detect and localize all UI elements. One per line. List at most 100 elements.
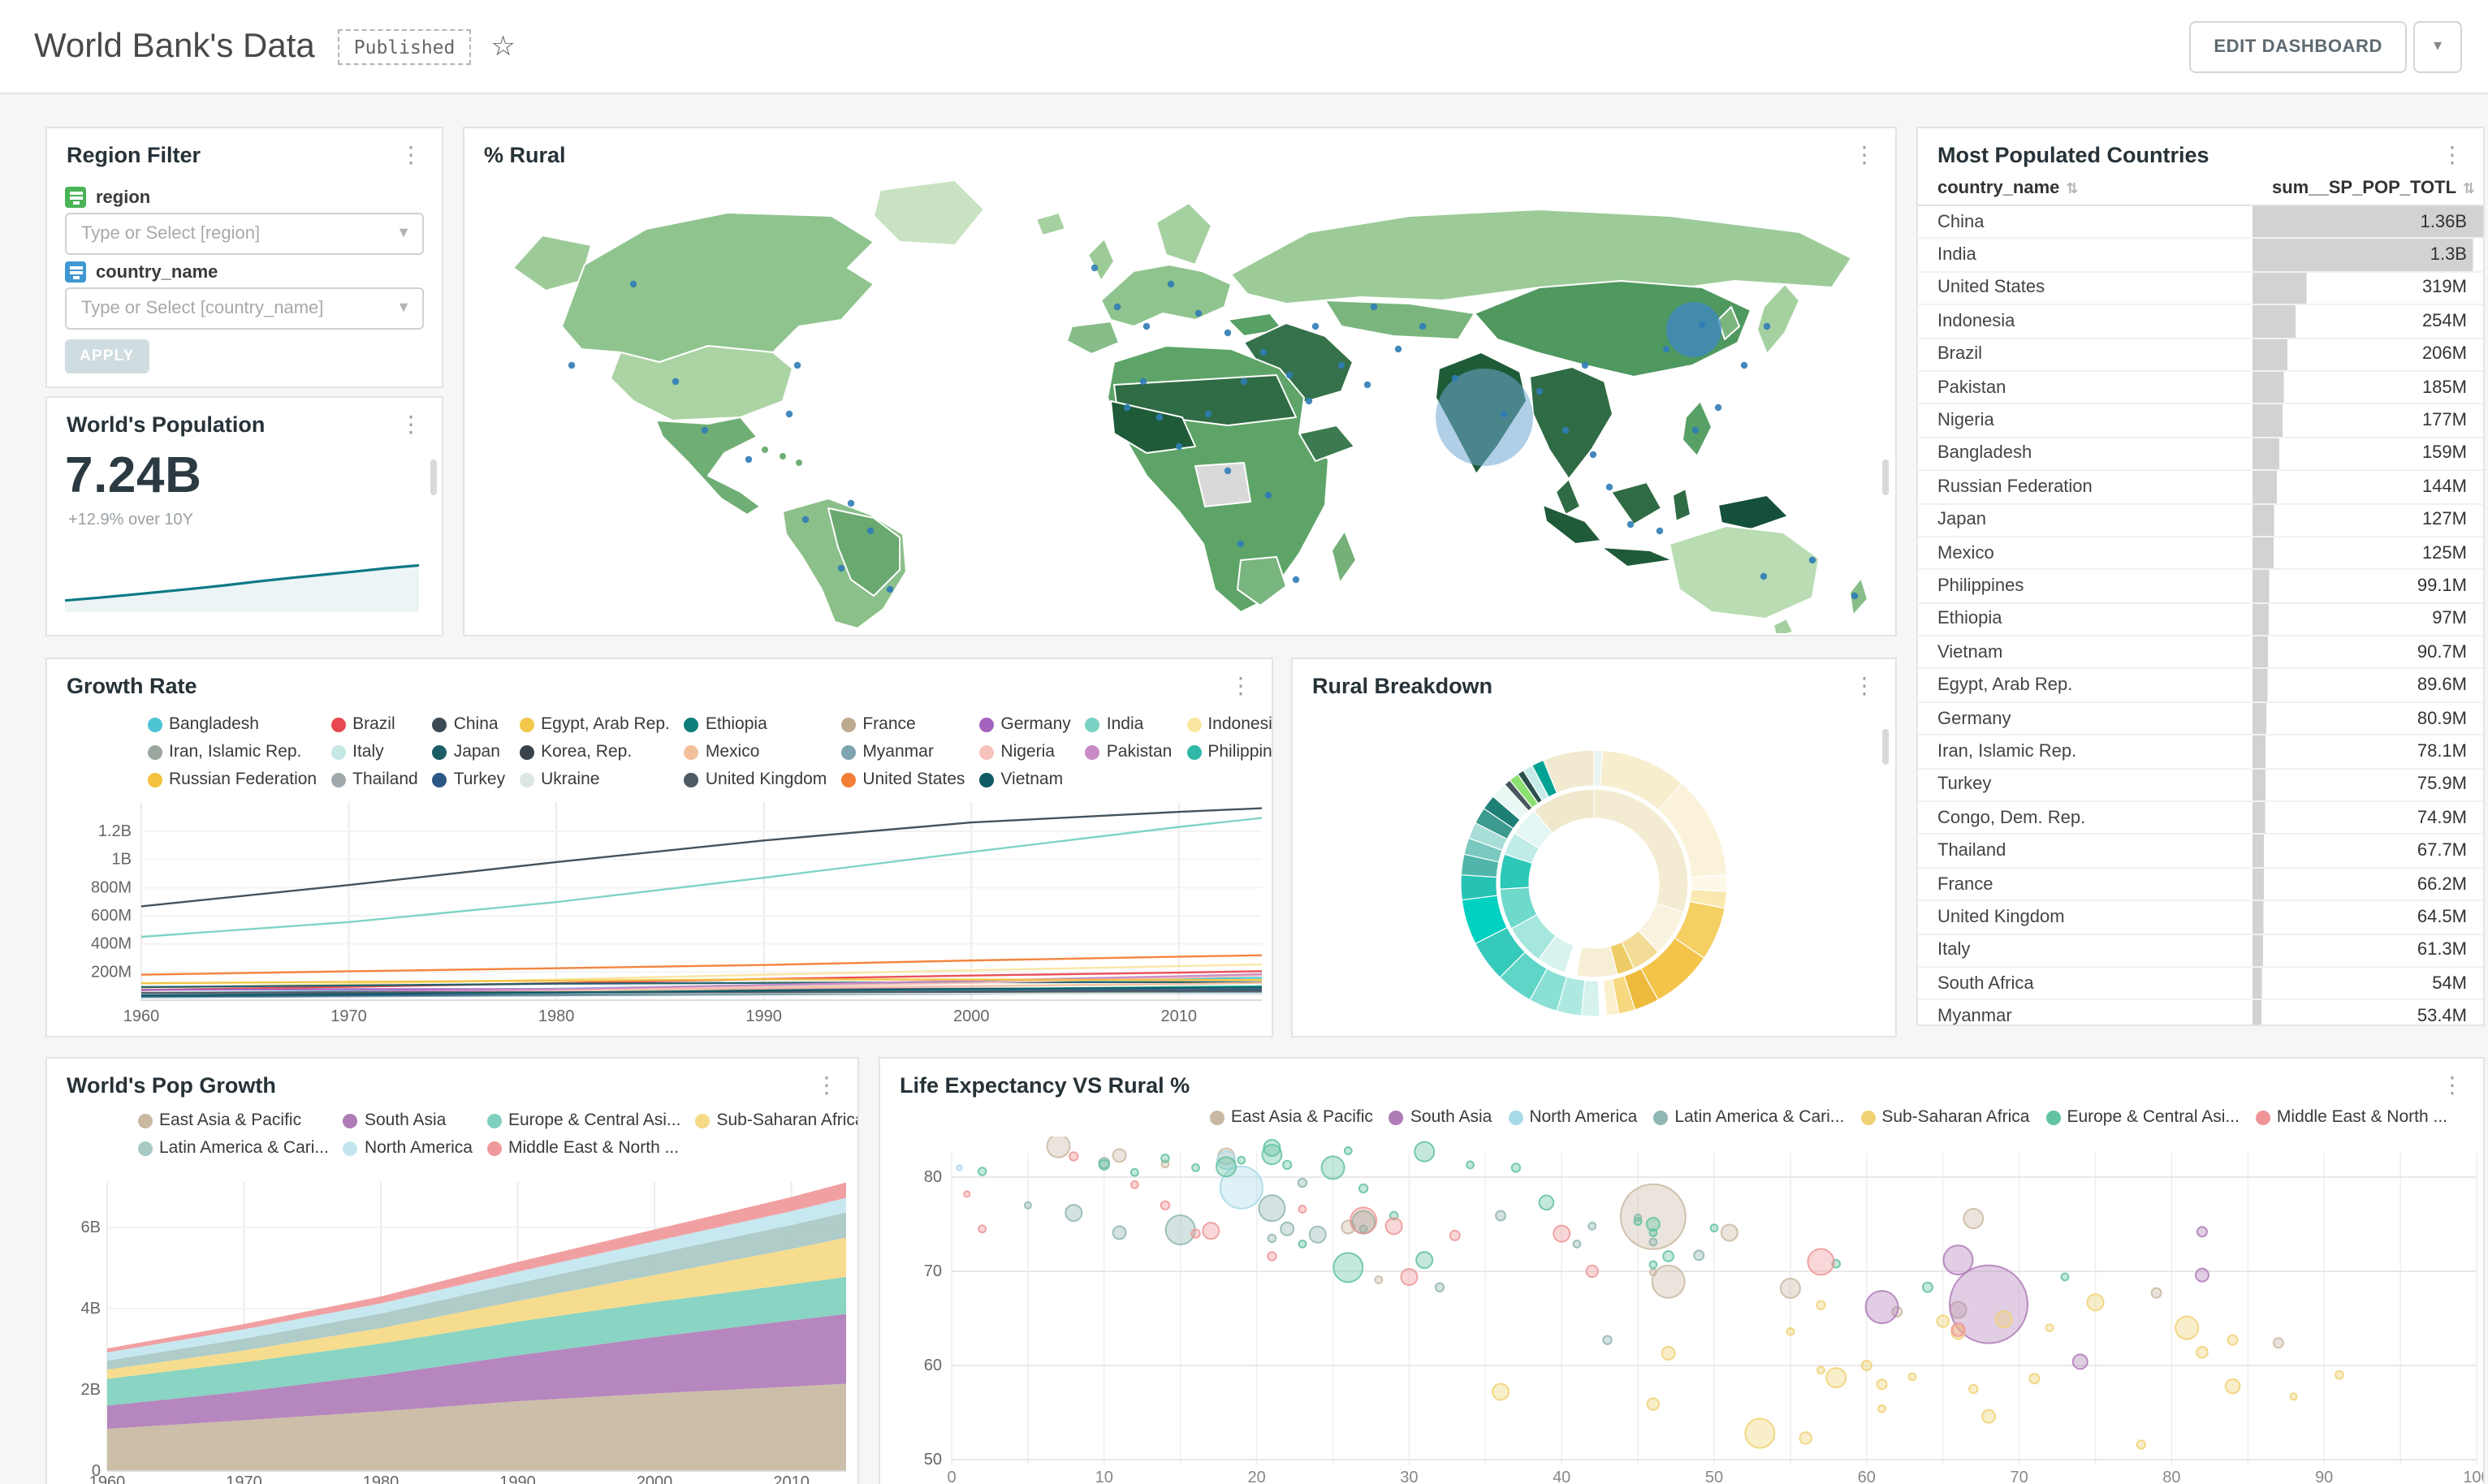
- apply-button[interactable]: APPLY: [65, 339, 149, 373]
- svg-text:40: 40: [1553, 1469, 1570, 1484]
- legend-item[interactable]: Egypt, Arab Rep.: [520, 714, 670, 734]
- chevron-down-icon: ▼: [396, 299, 411, 315]
- population-value-cell: 177M: [2253, 403, 2483, 438]
- legend-item[interactable]: Mexico: [684, 742, 827, 761]
- legend-item[interactable]: Germany: [979, 714, 1071, 734]
- region-select-input[interactable]: [78, 214, 377, 253]
- card-menu-icon[interactable]: ⋮: [2441, 1072, 2464, 1098]
- favorite-star-icon[interactable]: ☆: [490, 30, 516, 61]
- card-menu-icon[interactable]: ⋮: [2441, 141, 2464, 167]
- legend-item[interactable]: Bangladesh: [148, 714, 317, 734]
- legend-item[interactable]: South Asia: [1389, 1107, 1492, 1127]
- card-menu-icon[interactable]: ⋮: [400, 141, 422, 167]
- legend-item[interactable]: Latin America & Cari...: [1653, 1107, 1844, 1127]
- card-resize-handle[interactable]: [1882, 729, 1889, 765]
- legend-item[interactable]: Philippines: [1186, 742, 1272, 761]
- card-menu-icon[interactable]: ⋮: [400, 411, 422, 437]
- legend-label: North America: [1529, 1107, 1638, 1127]
- svg-text:1.2B: 1.2B: [98, 822, 132, 840]
- legend-item[interactable]: North America: [343, 1138, 473, 1158]
- table-row: Bangladesh 159M: [1918, 437, 2483, 472]
- published-badge[interactable]: Published: [337, 28, 472, 64]
- card-resize-handle[interactable]: [1882, 459, 1889, 495]
- sort-icon: ⇅: [2066, 180, 2079, 196]
- legend-dot-icon: [979, 744, 995, 759]
- legend-item[interactable]: North America: [1508, 1107, 1637, 1127]
- world-map-land: [512, 179, 1868, 633]
- legend-item[interactable]: Myanmar: [841, 742, 965, 761]
- legend-item[interactable]: Middle East & North ...: [487, 1138, 680, 1158]
- legend-item[interactable]: United Kingdom: [684, 770, 827, 789]
- legend-item[interactable]: China: [432, 714, 505, 734]
- rural-breakdown-chart[interactable]: [1293, 708, 1895, 1036]
- country-name-cell: Italy: [1918, 934, 2253, 968]
- legend-item[interactable]: Middle East & North ...: [2255, 1107, 2447, 1127]
- life-expectancy-chart[interactable]: 80 70 60 50 0 10 20 30 40 50 60 70 80 90 100: [880, 1137, 2483, 1484]
- country-name-cell: Bangladesh: [1918, 437, 2253, 472]
- svg-text:70: 70: [2010, 1469, 2028, 1484]
- column-header-population[interactable]: sum__SP_POP_TOTL ⇅: [2253, 174, 2483, 206]
- legend-item[interactable]: East Asia & Pacific: [138, 1111, 329, 1130]
- dashboard-actions-menu-button[interactable]: ▾: [2413, 20, 2462, 72]
- pop-growth-chart[interactable]: 0 2B 4B 6B 1960 1970 1980 1990 2000 2010: [47, 1159, 857, 1484]
- card-menu-icon[interactable]: ⋮: [1229, 672, 1252, 698]
- legend-item[interactable]: Italy: [331, 742, 418, 761]
- svg-text:1960: 1960: [89, 1473, 126, 1484]
- table-row: Brazil 206M: [1918, 338, 2483, 372]
- legend-item[interactable]: Latin America & Cari...: [138, 1138, 329, 1158]
- growth-rate-chart[interactable]: 200M 400M 600M 800M 1B 1.2B 1960 1970 1980 1990 20…: [47, 789, 1272, 1036]
- legend-item[interactable]: United States: [841, 770, 965, 789]
- card-resize-handle[interactable]: [430, 459, 437, 495]
- legend-item[interactable]: East Asia & Pacific: [1209, 1107, 1373, 1127]
- legend-item[interactable]: Nigeria: [979, 742, 1070, 761]
- legend-item[interactable]: Sub-Saharan Africa: [695, 1111, 857, 1130]
- legend-dot-icon: [684, 744, 699, 759]
- card-title: Region Filter: [67, 143, 201, 167]
- legend-item[interactable]: Ukraine: [520, 770, 670, 789]
- legend-item[interactable]: Vietnam: [979, 770, 1070, 789]
- edit-dashboard-button[interactable]: EDIT DASHBOARD: [2189, 20, 2407, 72]
- legend-item[interactable]: Turkey: [432, 770, 505, 789]
- table-row: Mexico 125M: [1918, 536, 2483, 571]
- country-select-input[interactable]: [78, 289, 377, 328]
- card-menu-icon[interactable]: ⋮: [1853, 141, 1876, 167]
- legend-dot-icon: [841, 772, 857, 787]
- legend-item[interactable]: Europe & Central Asi...: [2045, 1107, 2240, 1127]
- legend-item[interactable]: South Asia: [343, 1111, 473, 1130]
- world-map[interactable]: [464, 170, 1895, 633]
- card-title: Life Expectancy VS Rural %: [900, 1073, 1190, 1098]
- legend-item[interactable]: Sub-Saharan Africa: [1860, 1107, 2029, 1127]
- legend-label: Germany: [1000, 714, 1071, 734]
- card-menu-icon[interactable]: ⋮: [1853, 672, 1876, 698]
- region-select[interactable]: ▼: [65, 213, 424, 255]
- legend-item[interactable]: Iran, Islamic Rep.: [148, 742, 317, 761]
- table-row: Italy 61.3M: [1918, 934, 2483, 968]
- legend-label: Mexico: [705, 742, 760, 761]
- legend-dot-icon: [520, 744, 535, 759]
- card-growth-rate: Growth Rate ⋮ Bangladesh Brazil China Egypt…: [45, 658, 1273, 1038]
- legend-dot-icon: [1085, 717, 1100, 731]
- card-menu-icon[interactable]: ⋮: [815, 1072, 838, 1098]
- legend-item[interactable]: Pakistan: [1085, 742, 1172, 761]
- population-value-cell: 127M: [2253, 503, 2483, 537]
- card-region-filter: Region Filter ⋮ region ▼ country_name ▼ …: [45, 127, 443, 388]
- legend-item[interactable]: Japan: [432, 742, 505, 761]
- population-value-cell: 125M: [2253, 536, 2483, 571]
- legend-item[interactable]: Russian Federation: [148, 770, 317, 789]
- svg-text:80: 80: [2162, 1469, 2180, 1484]
- legend-item[interactable]: Ethiopia: [684, 714, 827, 734]
- svg-text:1B: 1B: [112, 851, 132, 869]
- legend-item[interactable]: Europe & Central Asi...: [487, 1111, 680, 1130]
- column-header-country[interactable]: country_name ⇅: [1918, 174, 2253, 206]
- svg-text:60: 60: [924, 1357, 942, 1374]
- legend-label: Europe & Central Asi...: [508, 1111, 681, 1130]
- country-select[interactable]: ▼: [65, 287, 424, 330]
- legend-item[interactable]: Indonesia: [1186, 714, 1272, 734]
- legend-item[interactable]: India: [1085, 714, 1173, 734]
- countries-table: country_name ⇅ sum__SP_POP_TOTL ⇅ China 1.3…: [1918, 174, 2483, 1025]
- legend-item[interactable]: Brazil: [331, 714, 418, 734]
- legend-item[interactable]: France: [841, 714, 965, 734]
- legend-item[interactable]: Thailand: [331, 770, 418, 789]
- legend-item[interactable]: Korea, Rep.: [520, 742, 670, 761]
